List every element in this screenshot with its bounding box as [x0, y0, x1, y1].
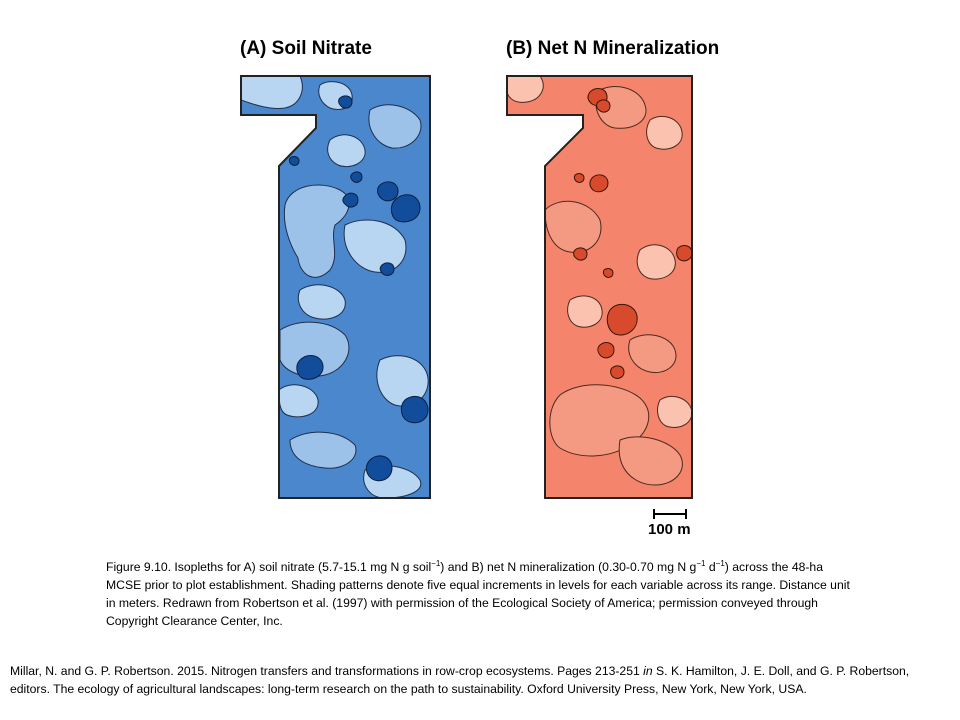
- panel-b-title: (B) Net N Mineralization: [506, 38, 720, 59]
- scale-bar-label: 100 m: [648, 521, 691, 538]
- net-n-mineralization-high-zones: [573, 88, 692, 379]
- soil-nitrate-high-zones: [288, 95, 429, 482]
- figure-caption: Figure 9.10. Isopleths for A) soil nitra…: [106, 558, 850, 628]
- soil-nitrate-low-zones: [279, 104, 422, 469]
- net-n-mineralization-map: [506, 75, 693, 499]
- panel-a-title: (A) Soil Nitrate: [240, 38, 372, 59]
- net-n-mineralization-mid-low-zones: [507, 76, 692, 428]
- scale-bar: [653, 509, 687, 519]
- net-n-mineralization-low-zones: [544, 86, 683, 486]
- reference-citation: Millar, N. and G. P. Robertson. 2015. Ni…: [10, 664, 910, 696]
- soil-nitrate-map: [240, 75, 431, 499]
